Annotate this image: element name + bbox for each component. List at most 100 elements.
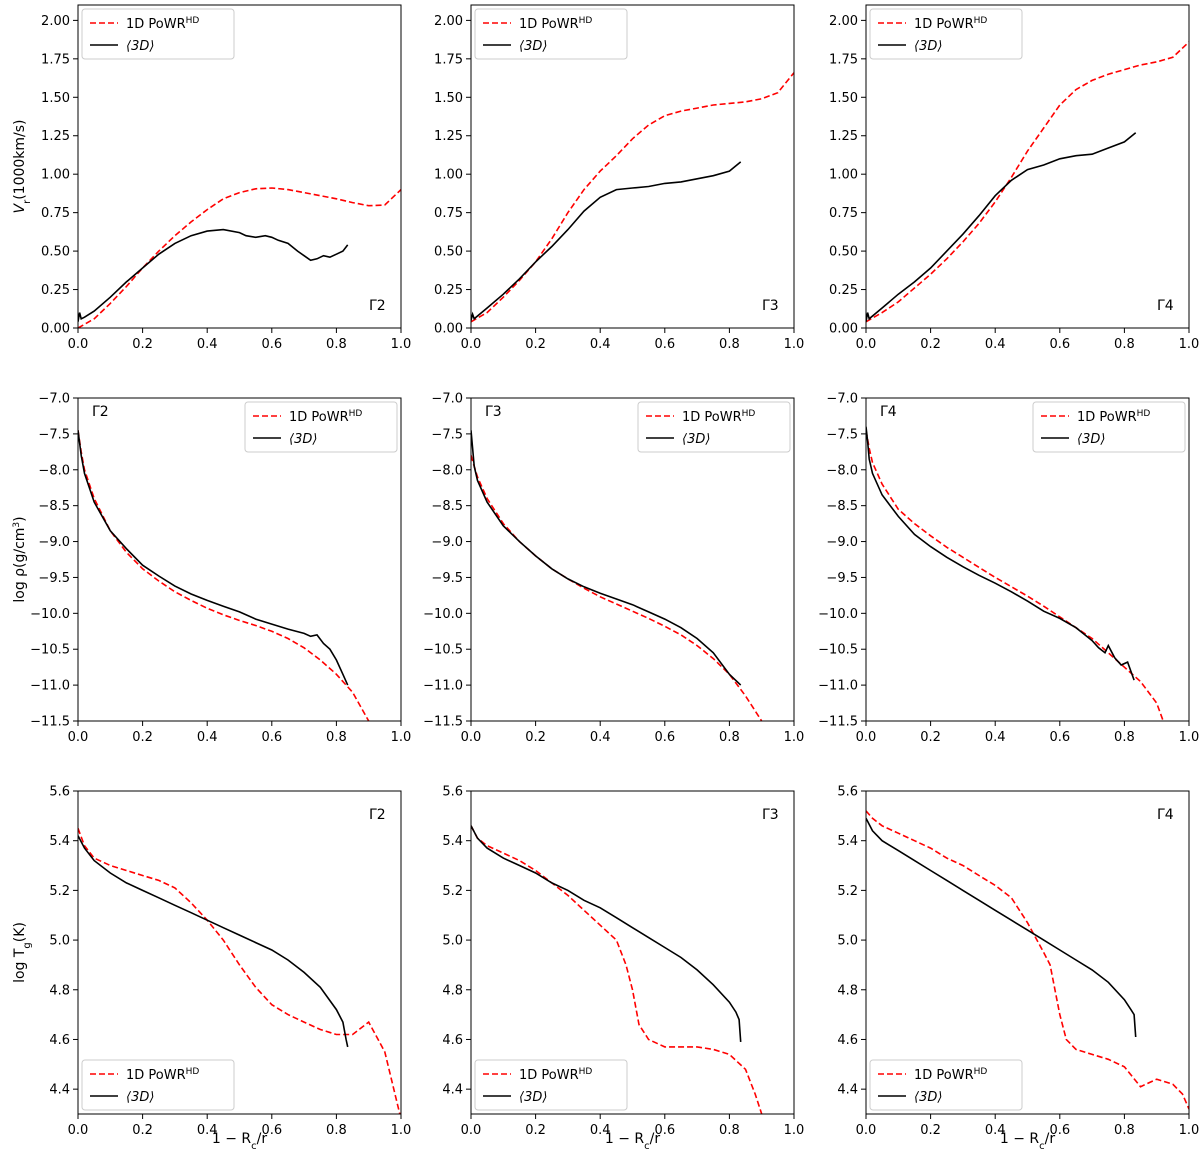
series-3d-line bbox=[78, 835, 349, 1048]
x-tick-label: 0.8 bbox=[1114, 730, 1135, 745]
plot-frame bbox=[470, 397, 795, 722]
plot-frame bbox=[470, 790, 795, 1115]
legend-1d-label: 1D PoWRHD bbox=[914, 16, 987, 32]
y-tick-label: 1.00 bbox=[829, 168, 858, 183]
y-tick-label: 5.0 bbox=[837, 934, 858, 949]
legend: 1D PoWRHD ⟨3D⟩ bbox=[869, 8, 1023, 60]
plot-frame bbox=[77, 4, 402, 329]
x-tick-label: 0.8 bbox=[326, 1123, 347, 1138]
x-tick-label: 1.0 bbox=[391, 1123, 412, 1138]
legend-box bbox=[1032, 401, 1186, 453]
x-tick-label: 1.0 bbox=[391, 730, 412, 745]
y-tick-label: −8.0 bbox=[826, 463, 858, 478]
y-tick-label: 4.8 bbox=[49, 983, 70, 998]
legend-box bbox=[81, 8, 235, 60]
legend-1d-label: 1D PoWRHD bbox=[519, 16, 592, 32]
x-tick-label: 0.8 bbox=[1114, 337, 1135, 352]
x-tick-label: 1.0 bbox=[1179, 730, 1200, 745]
y-tick-label: −7.5 bbox=[38, 427, 70, 442]
legend-3d-label: ⟨3D⟩ bbox=[519, 1090, 547, 1105]
legend: 1D PoWRHD ⟨3D⟩ bbox=[244, 401, 398, 453]
y-tick-label: 1.25 bbox=[829, 129, 858, 144]
gamma-annotation: Γ4 bbox=[1157, 807, 1174, 823]
x-tick-label: 0.6 bbox=[654, 730, 675, 745]
x-tick-label: 1.0 bbox=[1179, 1123, 1200, 1138]
y-tick-label: −7.0 bbox=[826, 392, 858, 407]
y-axis-label-temperature: log Tg(K) bbox=[12, 922, 33, 983]
series-3d-line bbox=[471, 825, 742, 1042]
legend-box bbox=[869, 1059, 1023, 1111]
y-tick-label: 1.00 bbox=[434, 168, 463, 183]
y-tick-label: 4.4 bbox=[837, 1083, 858, 1098]
y-tick-label: −9.5 bbox=[826, 571, 858, 586]
subplot-r1-c2: 0.0 0.2 0.4 0.6 0.8 1.0 −11.5 −11.0 −10.5 −10.0 −9… bbox=[818, 392, 1199, 746]
y-tick-label: 5.0 bbox=[442, 934, 463, 949]
gamma-annotation: Γ3 bbox=[485, 404, 502, 420]
x-axis-label: 1 − Rc/r bbox=[605, 1131, 660, 1151]
y-tick-label: 0.50 bbox=[41, 245, 70, 260]
series-3d-line bbox=[866, 132, 1137, 322]
legend-box bbox=[81, 1059, 235, 1111]
x-tick-label: 0.8 bbox=[326, 337, 347, 352]
y-tick-label: 2.00 bbox=[434, 14, 463, 29]
y-tick-label: 0.25 bbox=[829, 283, 858, 298]
x-tick-label: 0.8 bbox=[326, 730, 347, 745]
y-tick-label: −9.5 bbox=[38, 571, 70, 586]
y-tick-label: 4.6 bbox=[442, 1033, 463, 1048]
y-tick-label: −10.0 bbox=[818, 607, 858, 622]
y-tick-label: −7.0 bbox=[38, 392, 70, 407]
y-axis-label-velocity: Vr(1000km/s) bbox=[12, 119, 33, 213]
y-tick-label: −9.0 bbox=[38, 535, 70, 550]
legend-3d-label: ⟨3D⟩ bbox=[519, 39, 547, 54]
x-tick-label: 0.6 bbox=[1049, 730, 1070, 745]
series-1d-powr-line bbox=[471, 825, 763, 1114]
legend-1d-label: 1D PoWRHD bbox=[126, 1067, 199, 1083]
x-tick-label: 0.8 bbox=[719, 730, 740, 745]
series-3d-line bbox=[78, 430, 349, 686]
x-tick-label: 0.0 bbox=[856, 1123, 877, 1138]
x-tick-label: 0.2 bbox=[920, 1123, 941, 1138]
x-tick-label: 0.8 bbox=[719, 1123, 740, 1138]
x-tick-label: 0.2 bbox=[920, 730, 941, 745]
x-tick-label: 0.2 bbox=[132, 337, 153, 352]
y-tick-label: −11.5 bbox=[423, 715, 463, 730]
y-tick-label: 5.6 bbox=[49, 785, 70, 800]
x-tick-label: 1.0 bbox=[784, 337, 805, 352]
y-tick-label: 4.6 bbox=[837, 1033, 858, 1048]
x-tick-label: 1.0 bbox=[1179, 337, 1200, 352]
legend: 1D PoWRHD ⟨3D⟩ bbox=[81, 1059, 235, 1111]
y-tick-label: 5.2 bbox=[837, 884, 858, 899]
y-tick-label: 0.00 bbox=[829, 322, 858, 337]
series-1d-powr-line bbox=[78, 187, 401, 328]
x-axis-label: 1 − Rc/r bbox=[212, 1131, 267, 1151]
x-tick-label: 0.4 bbox=[985, 337, 1006, 352]
y-tick-label: 0.75 bbox=[41, 206, 70, 221]
y-tick-label: 1.75 bbox=[434, 52, 463, 67]
x-tick-label: 0.8 bbox=[719, 337, 740, 352]
legend-1d-label: 1D PoWRHD bbox=[914, 1067, 987, 1083]
x-tick-label: 0.0 bbox=[461, 337, 482, 352]
legend-3d-label: ⟨3D⟩ bbox=[126, 39, 154, 54]
y-tick-label: −8.5 bbox=[38, 499, 70, 514]
series-1d-powr-line bbox=[78, 430, 370, 721]
gamma-annotation: Γ2 bbox=[369, 807, 386, 823]
gamma-annotation: Γ3 bbox=[762, 298, 779, 314]
x-tick-label: 0.2 bbox=[525, 730, 546, 745]
y-tick-label: −11.5 bbox=[30, 715, 70, 730]
subplot-r2-c1: 0.0 0.2 0.4 0.6 0.8 1.0 4.4 4.6 4.8 5.0 5.2 5.4 5.6 Γ… bbox=[442, 785, 804, 1139]
series-1d-powr-line bbox=[866, 810, 1189, 1110]
x-tick-label: 0.6 bbox=[1049, 1123, 1070, 1138]
x-tick-label: 1.0 bbox=[784, 730, 805, 745]
subplot-r1-c1: 0.0 0.2 0.4 0.6 0.8 1.0 −11.5 −11.0 −10.5 −10.0 −9… bbox=[423, 392, 804, 746]
y-tick-label: 1.50 bbox=[434, 91, 463, 106]
y-tick-label: 1.50 bbox=[829, 91, 858, 106]
legend-box bbox=[474, 1059, 628, 1111]
y-tick-label: 0.75 bbox=[829, 206, 858, 221]
y-tick-label: 1.25 bbox=[41, 129, 70, 144]
subplot-r0-c0: 0.0 0.2 0.4 0.6 0.8 1.0 0.00 0.25 0.50 0.75 1.00 1.… bbox=[41, 4, 411, 352]
y-tick-label: 5.0 bbox=[49, 934, 70, 949]
y-tick-label: −10.5 bbox=[818, 643, 858, 658]
gamma-annotation: Γ2 bbox=[369, 298, 386, 314]
subplot-r0-c2: 0.0 0.2 0.4 0.6 0.8 1.0 0.00 0.25 0.50 0.75 1.00 1.… bbox=[829, 4, 1200, 352]
y-tick-label: 4.4 bbox=[49, 1083, 70, 1098]
